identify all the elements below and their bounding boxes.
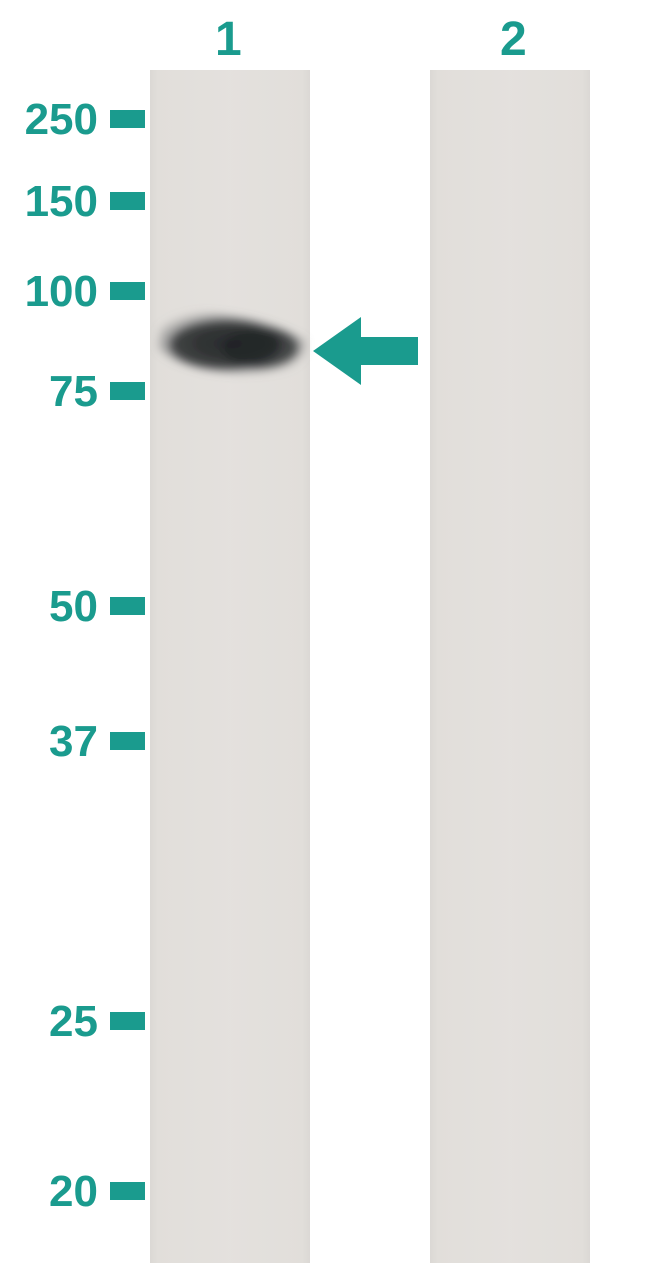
- mw-tick-100: [110, 282, 145, 300]
- lane-1-header: 1: [215, 12, 242, 67]
- mw-tick-50: [110, 597, 145, 615]
- mw-tick-37: [110, 732, 145, 750]
- western-blot-figure: 1 2 250 150 100 75 50 37 25 20: [0, 0, 650, 1270]
- blot-lane-2: [430, 70, 590, 1263]
- mw-tick-150: [110, 192, 145, 210]
- mw-tick-75: [110, 382, 145, 400]
- mw-tick-20: [110, 1182, 145, 1200]
- mw-label-100: 100: [0, 267, 98, 317]
- band-arrow-icon: [313, 315, 418, 387]
- blot-lane-1: [150, 70, 310, 1263]
- mw-label-150: 150: [0, 177, 98, 227]
- mw-label-20: 20: [0, 1167, 98, 1217]
- lane-2-header: 2: [500, 12, 527, 67]
- mw-label-250: 250: [0, 95, 98, 145]
- mw-tick-250: [110, 110, 145, 128]
- mw-label-37: 37: [0, 717, 98, 767]
- mw-label-75: 75: [0, 367, 98, 417]
- mw-tick-25: [110, 1012, 145, 1030]
- mw-label-50: 50: [0, 582, 98, 632]
- mw-label-25: 25: [0, 997, 98, 1047]
